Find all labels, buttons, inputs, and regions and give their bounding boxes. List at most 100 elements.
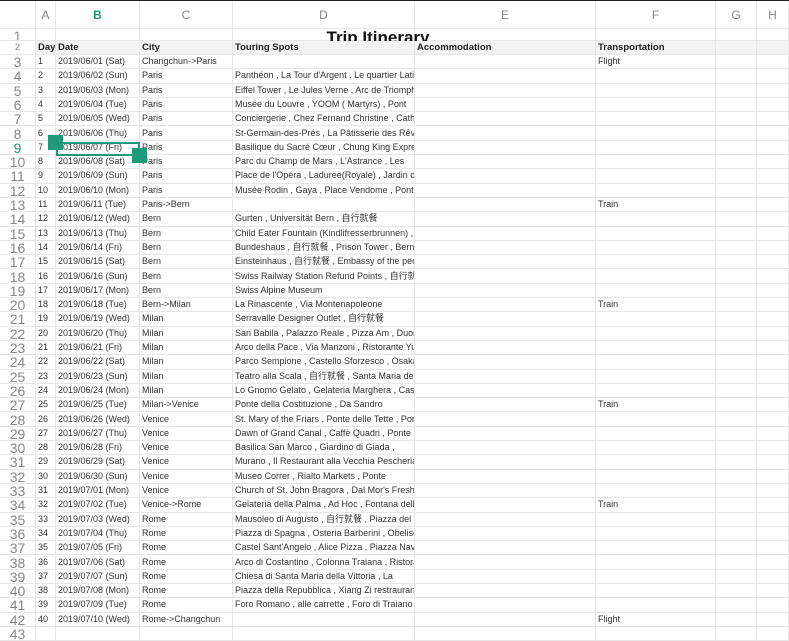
- row-header[interactable]: 33: [0, 484, 36, 499]
- row-header[interactable]: 16: [0, 240, 36, 256]
- cell-e18[interactable]: [415, 269, 596, 284]
- cell-g32[interactable]: [716, 469, 757, 484]
- cell-c9[interactable]: Paris: [140, 140, 233, 156]
- cell-b5[interactable]: 2019/06/03 (Mon): [56, 83, 140, 98]
- cell-g42[interactable]: [716, 612, 757, 627]
- cell-e33[interactable]: [415, 484, 596, 499]
- cell-g39[interactable]: [716, 569, 757, 585]
- cell-a36[interactable]: 34: [36, 526, 56, 542]
- cell-c38[interactable]: Rome: [140, 555, 233, 570]
- row-header[interactable]: 30: [0, 441, 36, 456]
- row-header[interactable]: 18: [0, 269, 36, 284]
- cell-e4[interactable]: [415, 69, 596, 84]
- cell-f8[interactable]: [596, 126, 716, 141]
- cell-d28[interactable]: St. Mary of the Friars , Ponte delle Tet…: [233, 412, 415, 427]
- cell-e10[interactable]: [415, 155, 596, 170]
- cell-f16[interactable]: [596, 240, 716, 256]
- cell-b3[interactable]: 2019/06/01 (Sat): [56, 55, 140, 70]
- cell-b36[interactable]: 2019/07/04 (Thu): [56, 526, 140, 542]
- cell-c28[interactable]: Venice: [140, 412, 233, 427]
- cell-e43[interactable]: [415, 627, 596, 641]
- cell-e11[interactable]: [415, 169, 596, 184]
- cell-d20[interactable]: La Rinascente , Via Montenapoleone: [233, 298, 415, 313]
- cell-g8[interactable]: [716, 126, 757, 141]
- row-header[interactable]: 6: [0, 97, 36, 113]
- cell-e5[interactable]: [415, 83, 596, 98]
- cell-g14[interactable]: [716, 212, 757, 227]
- cell-f24[interactable]: [596, 355, 716, 370]
- cell-d40[interactable]: Piazza della Repubblica , Xiang Zi restr…: [233, 584, 415, 599]
- cell-h16[interactable]: [757, 240, 789, 256]
- cell-a42[interactable]: 40: [36, 612, 56, 627]
- column-header-a[interactable]: A: [36, 1, 56, 29]
- cell-g31[interactable]: [716, 455, 757, 470]
- cell-a28[interactable]: 26: [36, 412, 56, 427]
- cell-g35[interactable]: [716, 512, 757, 527]
- cell-e36[interactable]: [415, 526, 596, 542]
- cell-b8[interactable]: 2019/06/06 (Thu): [56, 126, 140, 141]
- cell-d34[interactable]: Gelateria della Palma , Ad Hoc , Fontana…: [233, 498, 415, 513]
- cell-g22[interactable]: [716, 326, 757, 341]
- row-header[interactable]: 39: [0, 569, 36, 585]
- cell-a27[interactable]: 25: [36, 398, 56, 413]
- row-header[interactable]: 41: [0, 598, 36, 613]
- cell-f1[interactable]: [596, 29, 716, 41]
- row-header[interactable]: 11: [0, 169, 36, 184]
- cell-b13[interactable]: 2019/06/11 (Tue): [56, 198, 140, 213]
- cell-d33[interactable]: Church of St. John Bragora , Dal Mor's F…: [233, 484, 415, 499]
- cell-c39[interactable]: Rome: [140, 569, 233, 585]
- cell-d22[interactable]: San Babila , Palazzo Reale , Pizza Am , …: [233, 326, 415, 341]
- cell-f35[interactable]: [596, 512, 716, 527]
- cell-h20[interactable]: [757, 298, 789, 313]
- cell-a21[interactable]: 19: [36, 312, 56, 327]
- cell-h6[interactable]: [757, 97, 789, 113]
- cell-h35[interactable]: [757, 512, 789, 527]
- cell-d37[interactable]: Castel Sant'Angelo , Alice Pizza , Piazz…: [233, 541, 415, 556]
- cell-b19[interactable]: 2019/06/17 (Mon): [56, 283, 140, 299]
- cell-g20[interactable]: [716, 298, 757, 313]
- cell-g37[interactable]: [716, 541, 757, 556]
- cell-h39[interactable]: [757, 569, 789, 585]
- row-header[interactable]: 1: [0, 29, 36, 41]
- cell-a24[interactable]: 22: [36, 355, 56, 370]
- cell-h27[interactable]: [757, 398, 789, 413]
- cell-e26[interactable]: [415, 383, 596, 399]
- cell-h4[interactable]: [757, 69, 789, 84]
- cell-d31[interactable]: Murano , Il Restaurant alla Vecchia Pesc…: [233, 455, 415, 470]
- cell-f7[interactable]: [596, 112, 716, 127]
- cell-e1[interactable]: [415, 29, 596, 41]
- cell-g23[interactable]: [716, 341, 757, 356]
- cell-d24[interactable]: Parco Sempione , Castello Sforzesco , Os…: [233, 355, 415, 370]
- cell-b15[interactable]: 2019/06/13 (Thu): [56, 226, 140, 241]
- cell-e30[interactable]: [415, 441, 596, 456]
- cell-f26[interactable]: [596, 383, 716, 399]
- cell-h11[interactable]: [757, 169, 789, 184]
- cell-c5[interactable]: Paris: [140, 83, 233, 98]
- cell-b27[interactable]: 2019/06/25 (Tue): [56, 398, 140, 413]
- header-city[interactable]: City: [140, 41, 233, 55]
- cell-a39[interactable]: 37: [36, 569, 56, 585]
- cell-a11[interactable]: 9: [36, 169, 56, 184]
- cell-g9[interactable]: [716, 140, 757, 156]
- cell-b14[interactable]: 2019/06/12 (Wed): [56, 212, 140, 227]
- cell-g24[interactable]: [716, 355, 757, 370]
- cell-h34[interactable]: [757, 498, 789, 513]
- cell-b24[interactable]: 2019/06/22 (Sat): [56, 355, 140, 370]
- cell-d7[interactable]: Conciergerie , Chez Fernand Christine , …: [233, 112, 415, 127]
- cell-d5[interactable]: Eiffel Tower , Le Jules Verne , Arc de T…: [233, 83, 415, 98]
- cell-f31[interactable]: [596, 455, 716, 470]
- cell-h31[interactable]: [757, 455, 789, 470]
- row-header[interactable]: 21: [0, 312, 36, 327]
- cell-c21[interactable]: Milan: [140, 312, 233, 327]
- row-header[interactable]: 2: [0, 41, 36, 55]
- cell-e37[interactable]: [415, 541, 596, 556]
- cell-f13[interactable]: Train: [596, 198, 716, 213]
- cell-g26[interactable]: [716, 383, 757, 399]
- cell-h15[interactable]: [757, 226, 789, 241]
- cell-h5[interactable]: [757, 83, 789, 98]
- cell-d41[interactable]: Foro Romano , alle carrette , Foro di Tr…: [233, 598, 415, 613]
- cell-h25[interactable]: [757, 369, 789, 384]
- cell-b11[interactable]: 2019/06/09 (Sun): [56, 169, 140, 184]
- cell-c10[interactable]: Paris: [140, 155, 233, 170]
